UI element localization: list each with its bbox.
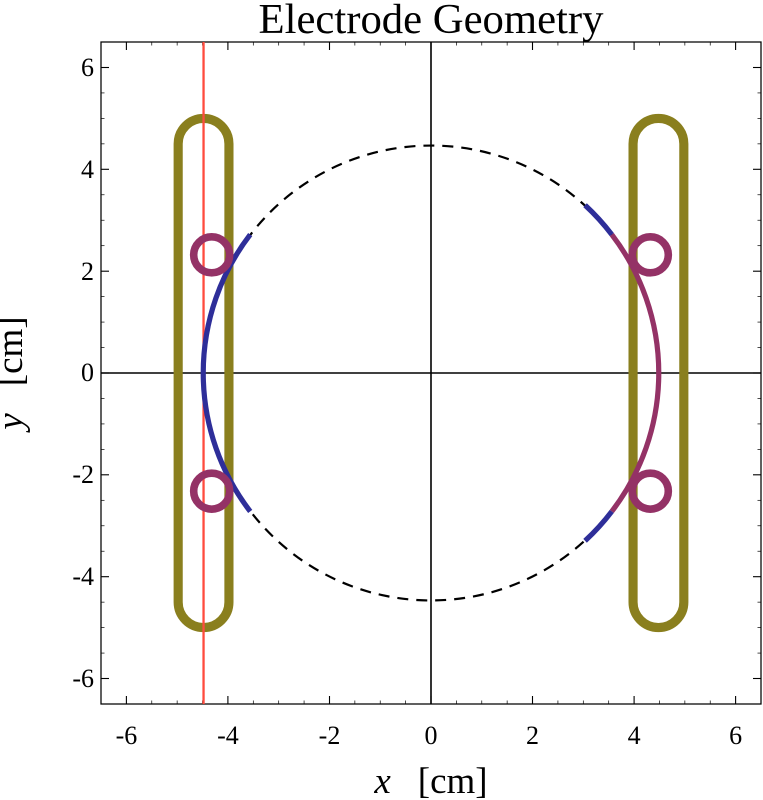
svg-text:0: 0 bbox=[81, 358, 94, 387]
svg-text:6: 6 bbox=[729, 721, 742, 750]
svg-text:4: 4 bbox=[81, 155, 94, 184]
svg-text:0: 0 bbox=[425, 721, 438, 750]
svg-text:4: 4 bbox=[628, 721, 641, 750]
svg-text:2: 2 bbox=[526, 721, 539, 750]
svg-text:Electrode Geometry: Electrode Geometry bbox=[259, 0, 605, 43]
svg-text:-6: -6 bbox=[72, 664, 94, 693]
svg-text:y[cm]: y[cm] bbox=[0, 316, 31, 433]
svg-text:6: 6 bbox=[81, 53, 94, 82]
svg-text:-6: -6 bbox=[116, 721, 138, 750]
svg-text:-4: -4 bbox=[72, 562, 94, 591]
svg-text:-4: -4 bbox=[217, 721, 239, 750]
svg-text:-2: -2 bbox=[319, 721, 341, 750]
svg-text:-2: -2 bbox=[72, 460, 94, 489]
svg-text:2: 2 bbox=[81, 257, 94, 286]
svg-text:x[cm]: x [cm] bbox=[373, 761, 487, 800]
